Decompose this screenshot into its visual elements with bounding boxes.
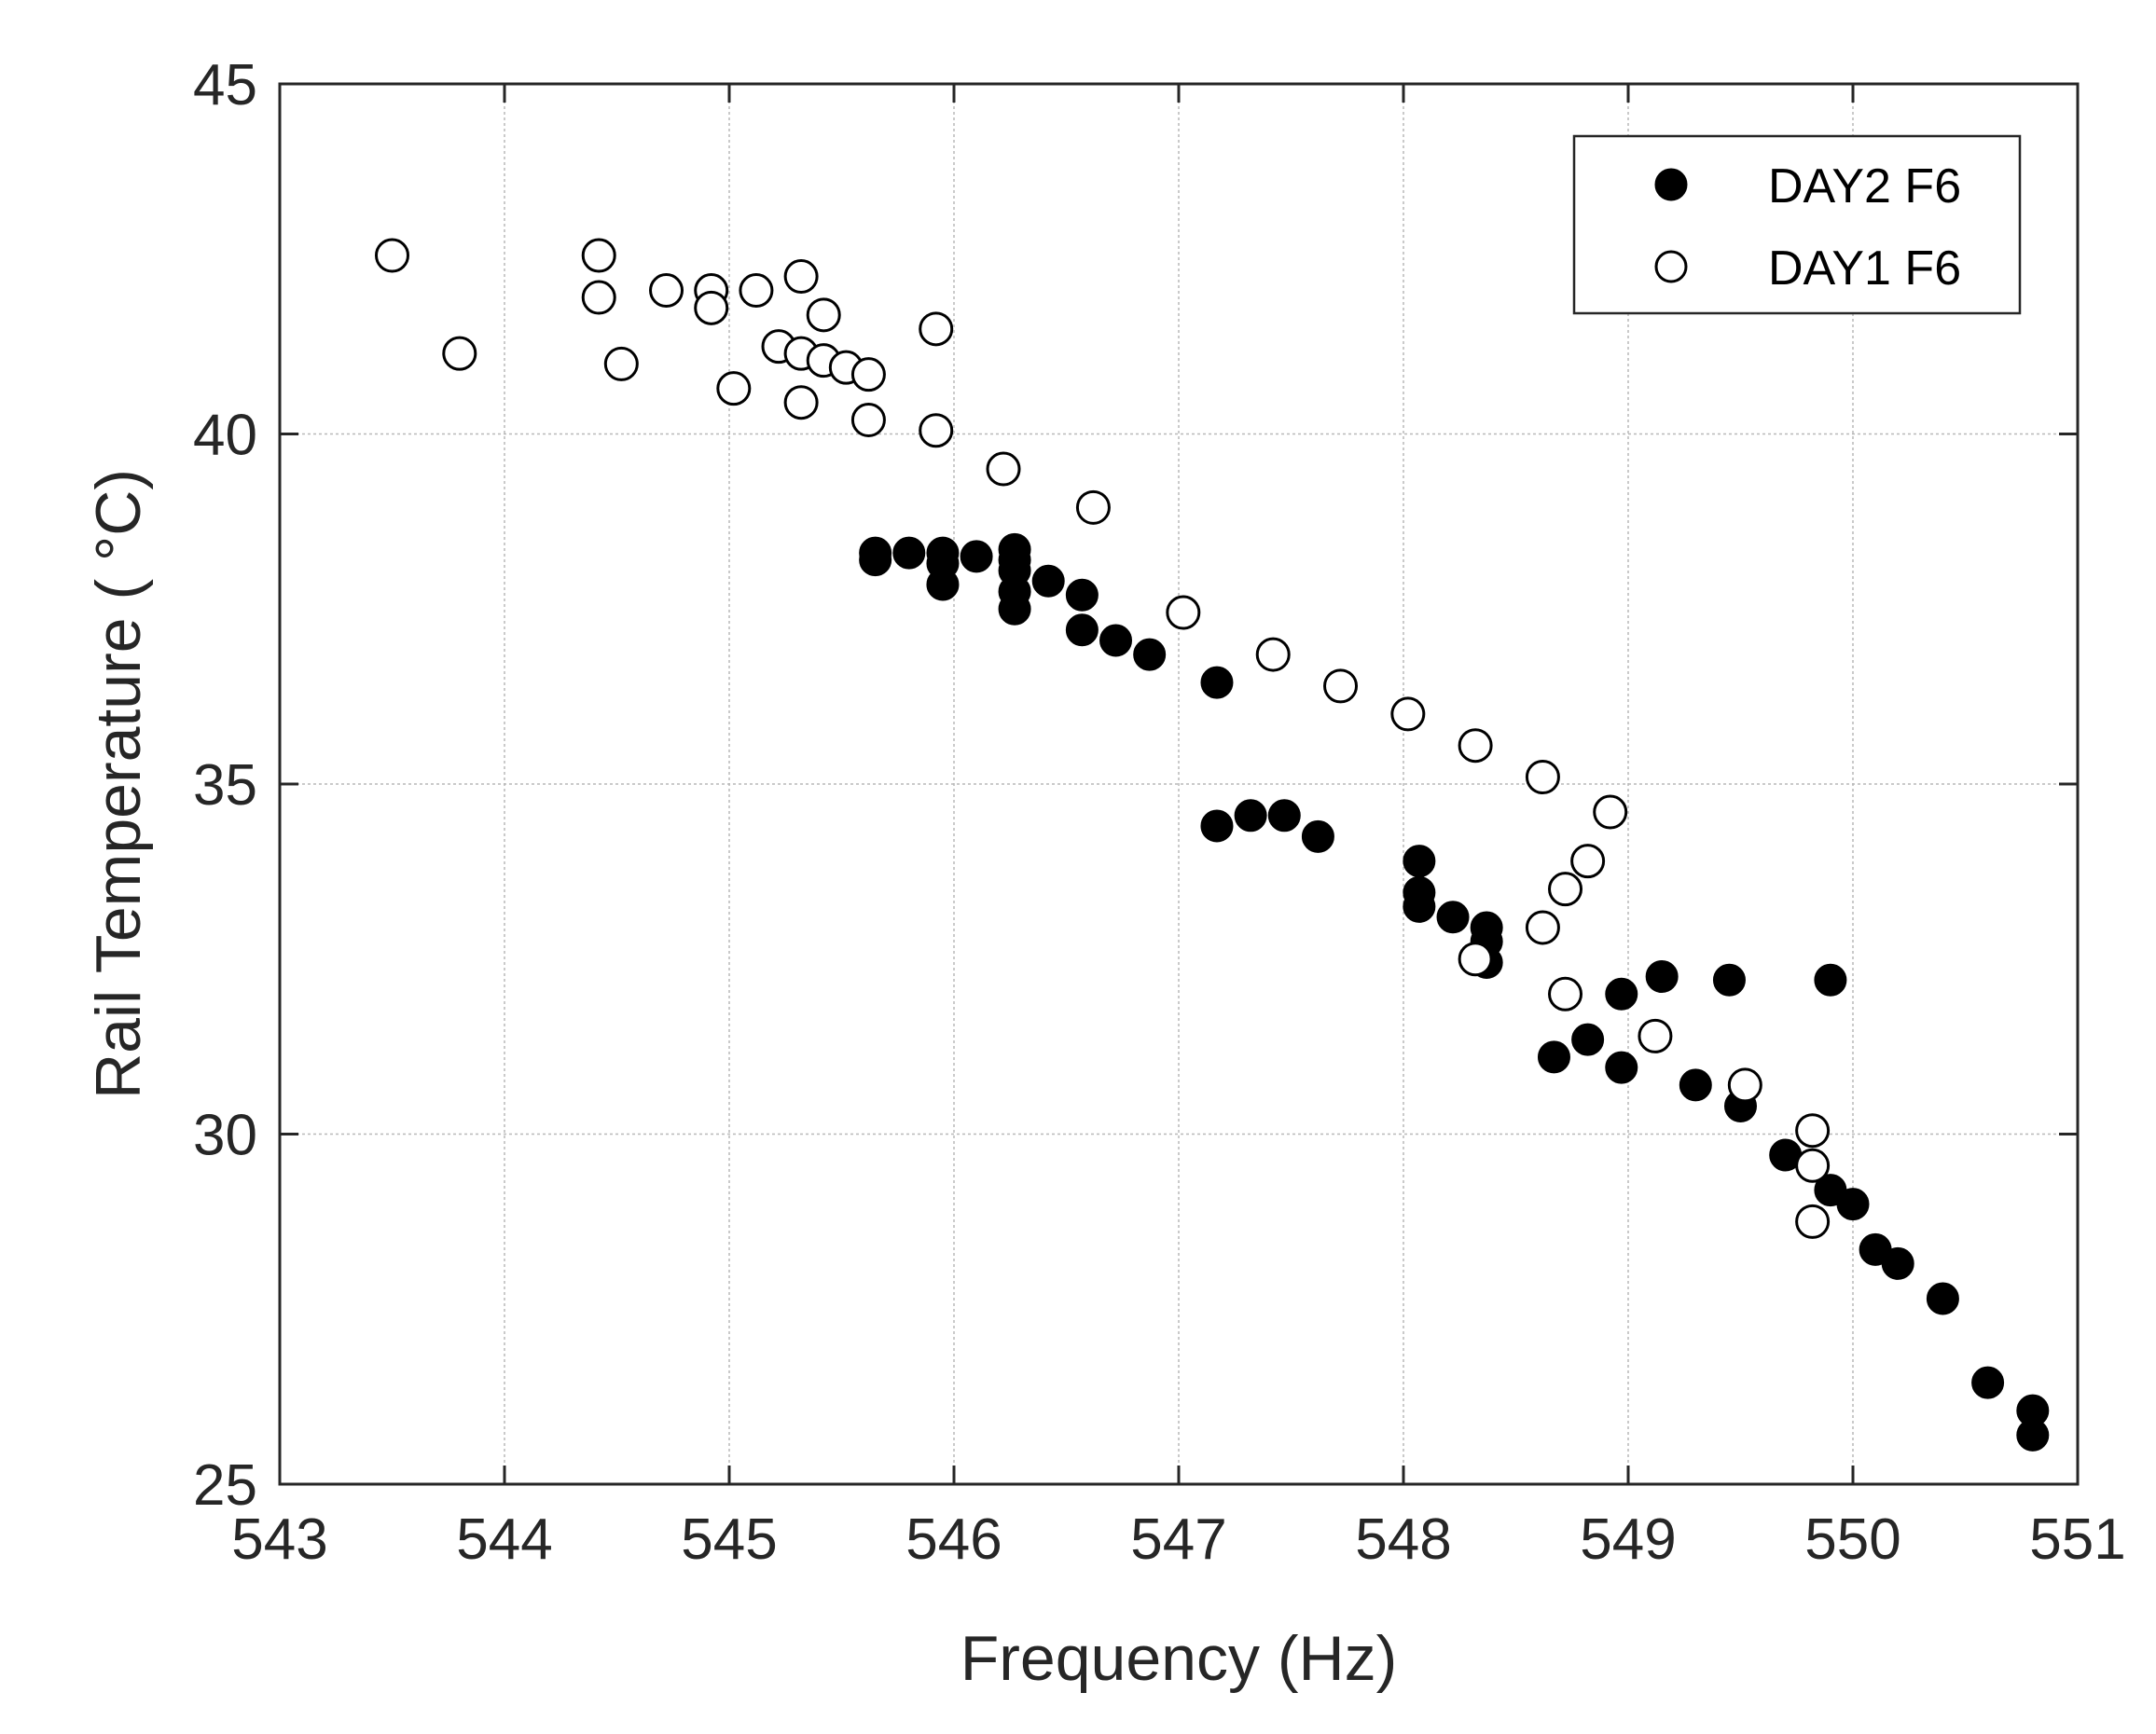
data-point-day1 <box>442 336 477 371</box>
data-point-day2 <box>1605 977 1638 1011</box>
data-point-day2 <box>1814 963 1847 997</box>
data-point-day2 <box>1571 1023 1605 1056</box>
x-tick-label: 544 <box>456 1507 552 1572</box>
x-tick-label: 545 <box>681 1507 777 1572</box>
data-point-day2 <box>1403 889 1436 923</box>
legend-box <box>1572 134 2022 315</box>
data-point-day1 <box>986 451 1021 487</box>
data-point-day2 <box>1403 845 1436 878</box>
data-point-day1 <box>694 290 729 325</box>
data-point-day1 <box>1795 1204 1831 1239</box>
data-point-day1 <box>581 238 616 273</box>
data-point-day1 <box>1525 910 1560 945</box>
data-point-day1 <box>1727 1067 1762 1103</box>
data-point-day2 <box>1099 624 1133 657</box>
data-point-day2 <box>1679 1068 1712 1102</box>
data-point-day1 <box>1795 1113 1831 1149</box>
data-point-day2 <box>1926 1282 1959 1315</box>
data-point-day1 <box>1525 759 1560 794</box>
data-point-day1 <box>1638 1018 1673 1053</box>
data-point-day2 <box>1537 1040 1570 1074</box>
data-points <box>375 238 2050 1452</box>
data-point-day1 <box>1255 637 1291 672</box>
data-point-day2 <box>1234 799 1267 833</box>
y-tick-label: 40 <box>193 404 257 468</box>
data-point-day2 <box>1436 901 1470 934</box>
data-point-day1 <box>1593 794 1628 830</box>
data-point-day2 <box>1200 666 1234 699</box>
data-point-day2 <box>1971 1366 2005 1399</box>
data-point-day2 <box>1267 799 1301 833</box>
legend-label-day1: DAY1 F6 <box>1768 241 1961 296</box>
x-tick-label: 547 <box>1130 1507 1226 1572</box>
data-point-day1 <box>649 273 684 309</box>
y-tick-label: 45 <box>193 53 257 117</box>
data-point-day1 <box>1548 872 1583 907</box>
data-point-day1 <box>1166 595 1201 630</box>
data-point-day2 <box>1200 809 1234 843</box>
data-point-day2 <box>1133 638 1167 671</box>
x-tick-label: 548 <box>1355 1507 1451 1572</box>
data-point-day2 <box>1712 963 1746 997</box>
data-point-day2 <box>1605 1051 1638 1084</box>
y-tick-label: 35 <box>193 753 257 818</box>
data-point-day2 <box>1645 960 1679 994</box>
data-point-day1 <box>603 346 639 381</box>
data-point-day2 <box>1881 1246 1914 1280</box>
data-point-day1 <box>919 413 954 448</box>
data-point-day1 <box>806 297 841 333</box>
data-point-day2 <box>1065 613 1099 647</box>
data-point-day2 <box>926 568 960 601</box>
data-point-day1 <box>581 280 616 315</box>
gridlines <box>280 84 2078 1484</box>
data-point-day1 <box>919 311 954 347</box>
data-point-day2 <box>1836 1188 1870 1221</box>
legend: DAY2 F6 DAY1 F6 <box>1572 134 2022 315</box>
data-point-day2 <box>892 536 926 570</box>
data-point-day2 <box>1065 578 1099 612</box>
data-point-day1 <box>1390 696 1426 732</box>
data-point-day2 <box>1031 564 1065 598</box>
legend-marker-day1 <box>1654 250 1688 283</box>
data-point-day1 <box>375 238 409 273</box>
data-point-day1 <box>1548 976 1583 1012</box>
axis-ticks: 543 544 545 546 547 548 549 550 551 25 30 35 40 45 <box>193 53 2126 1572</box>
data-point-day1 <box>1570 844 1606 879</box>
data-point-day1 <box>783 259 819 295</box>
data-point-day2 <box>960 540 993 573</box>
legend-marker-day2 <box>1654 168 1688 201</box>
data-point-day1 <box>1323 668 1359 704</box>
x-tick-label: 546 <box>905 1507 1002 1572</box>
data-point-day2 <box>998 592 1031 626</box>
y-tick-label: 25 <box>193 1453 257 1518</box>
data-point-day2 <box>2016 1418 2050 1452</box>
data-point-day1 <box>1458 728 1493 764</box>
y-axis-label: Rail Temperature ( °C) <box>83 469 154 1099</box>
data-point-day1 <box>1458 942 1493 977</box>
data-point-day2 <box>859 544 892 577</box>
x-tick-label: 549 <box>1580 1507 1676 1572</box>
y-tick-label: 30 <box>193 1104 257 1168</box>
data-point-day1 <box>739 273 774 309</box>
plot-area-frame <box>278 82 2080 1486</box>
x-axis-label: Frequency (Hz) <box>961 1623 1398 1694</box>
x-tick-label: 550 <box>1804 1507 1900 1572</box>
x-tick-label: 543 <box>231 1507 327 1572</box>
data-point-day1 <box>850 402 886 437</box>
data-point-day1 <box>1075 489 1111 525</box>
data-point-day1 <box>783 385 819 420</box>
data-point-day2 <box>1301 819 1334 853</box>
x-tick-label: 551 <box>2029 1507 2125 1572</box>
data-point-day1 <box>850 357 886 392</box>
data-point-day1 <box>1795 1148 1831 1183</box>
data-point-day1 <box>716 371 752 406</box>
legend-label-day2: DAY2 F6 <box>1768 159 1961 213</box>
